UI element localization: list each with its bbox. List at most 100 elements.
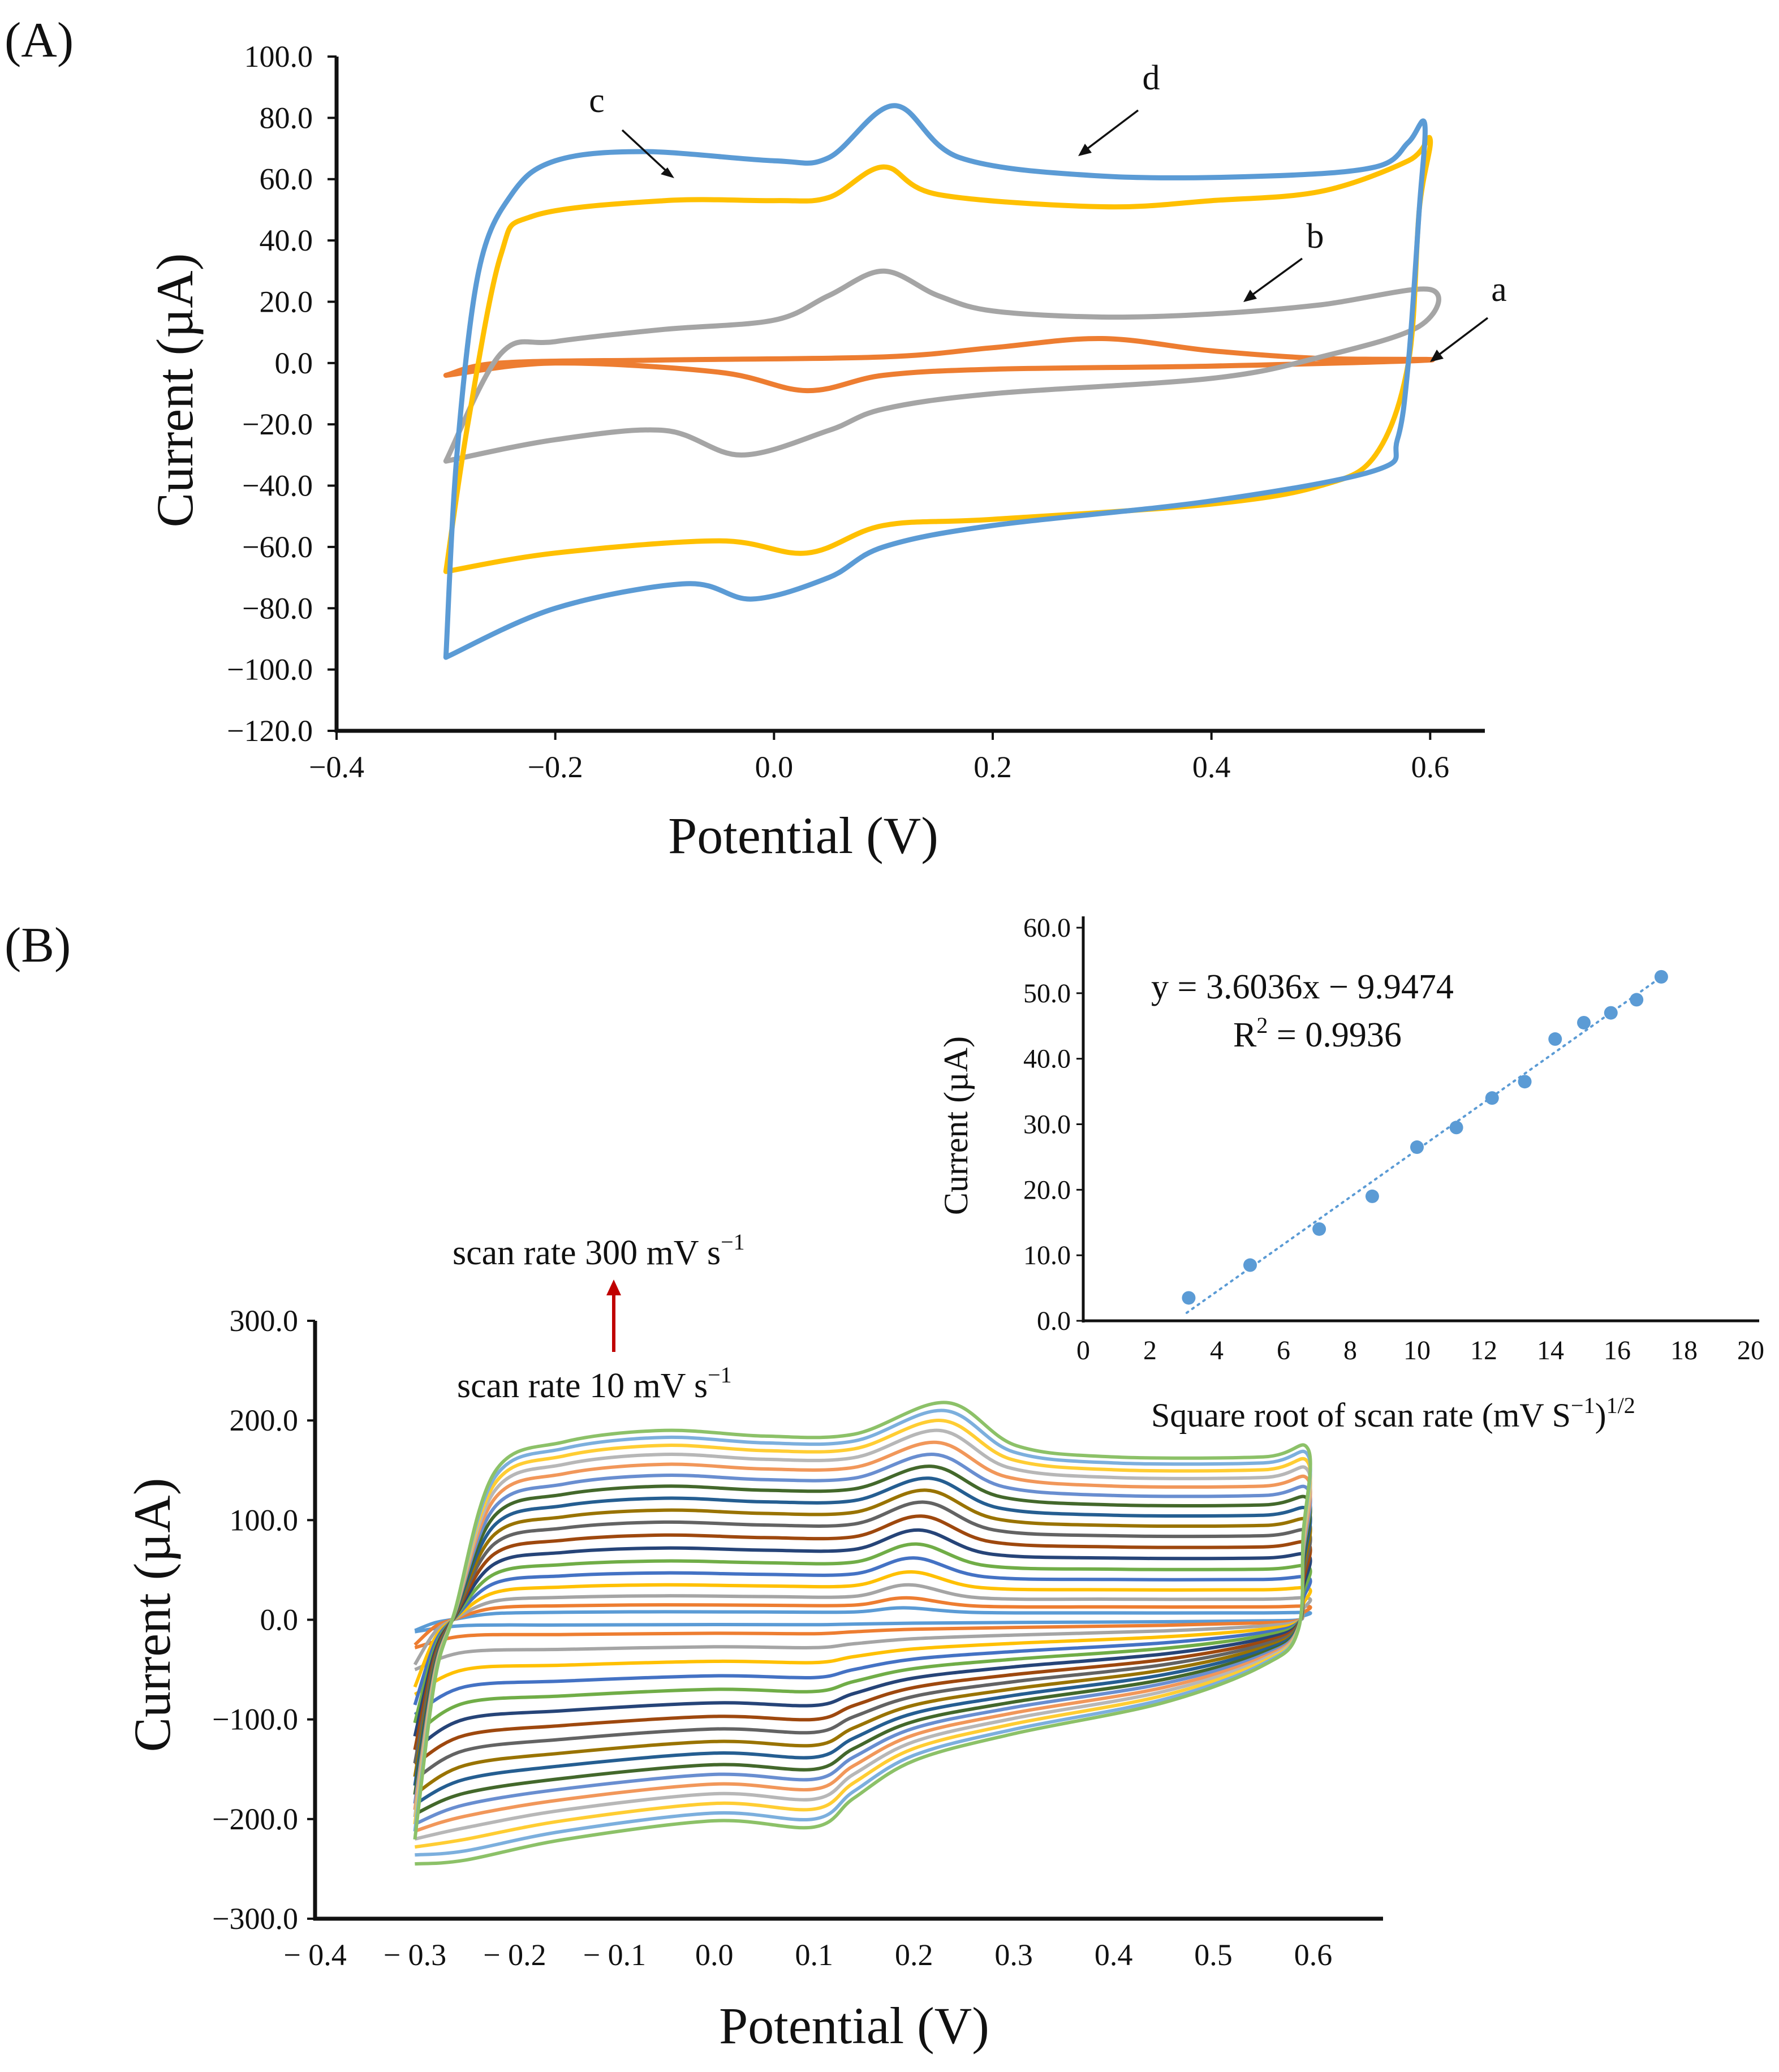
annotation-label-b: b	[1307, 217, 1324, 256]
inset-y-tick-label: 20.0	[1023, 1175, 1071, 1205]
panel-a-x-tick-label: 0.0	[755, 750, 794, 784]
inset-y-tick-label: 30.0	[1023, 1110, 1071, 1140]
panel-b-x-tick-label: 0.2	[895, 1938, 933, 1972]
panel-a-y-tick-label: 20.0	[260, 285, 313, 318]
annotation-arrowhead-b	[1243, 290, 1257, 302]
fit-r-squared: R2 = 0.9936	[1233, 1013, 1402, 1054]
annotation-arrow-c	[621, 129, 670, 174]
panel-a-y-tick-label: −120.0	[227, 714, 313, 748]
inset-x-tick-label: 8	[1343, 1336, 1357, 1365]
panel-a-y-tick-label: 0.0	[275, 346, 313, 380]
scatter-point	[1577, 1015, 1591, 1029]
inset-x-title: Square root of scan rate (mV S−1)1/2	[1151, 1393, 1635, 1434]
scatter-point	[1449, 1121, 1463, 1135]
annotation-label-a: a	[1491, 270, 1507, 309]
scan-rate-curve	[414, 1606, 1312, 1634]
scan-rate-curve	[413, 1440, 1312, 1833]
annotation-arrow-d	[1084, 109, 1139, 152]
panel-b-y-tick-label: −200.0	[212, 1802, 298, 1836]
panel-a-y-tick-label: −80.0	[242, 591, 313, 625]
scan-rate-curve	[413, 1428, 1312, 1841]
panel-a-y-tick-label: −40.0	[242, 469, 313, 503]
inset-y-tick-label: 50.0	[1023, 979, 1071, 1009]
scatter-point	[1654, 970, 1668, 984]
panel-b-y-tick-label: −300.0	[212, 1902, 298, 1936]
inset-x-tick-label: 6	[1277, 1336, 1290, 1365]
panel-a-y-title: Current (µA)	[146, 253, 204, 528]
scan-rate-curve	[413, 1464, 1312, 1816]
panel-a-x-title: Potential (V)	[668, 807, 938, 864]
panel-a-chart: −0.4 −0.2 0.0 0.2 0.4 0.6 100.0 80.0 60.0 40.0 20.…	[146, 40, 1507, 864]
panel-a-x-tick-label: −0.2	[528, 750, 583, 784]
scatter-point	[1604, 1006, 1618, 1020]
panel-b-x-tick-label: 0.1	[795, 1938, 833, 1972]
scan-rate-curve	[413, 1528, 1312, 1751]
panel-a-y-tick-label: −100.0	[227, 653, 313, 687]
panel-b-x-tick-label: − 0.4	[283, 1938, 346, 1972]
panel-b-x-tick-label: 0.3	[994, 1938, 1033, 1972]
panel-b-x-tick-label: − 0.1	[583, 1938, 646, 1972]
scatter-point	[1548, 1032, 1562, 1046]
panel-b-label: (B)	[5, 918, 71, 973]
annotation-arrow-a	[1436, 317, 1489, 357]
inset-x-tick-label: 12	[1470, 1336, 1497, 1365]
panel-a-x-tick-label: 0.2	[974, 750, 1012, 784]
inset-y-tick-label: 40.0	[1023, 1044, 1071, 1074]
panel-b-x-tick-label: 0.0	[695, 1938, 734, 1972]
inset-x-tick-label: 0	[1076, 1336, 1090, 1365]
panel-b-x-tick-label: − 0.2	[483, 1938, 546, 1972]
annotation-arrowhead-c	[661, 167, 674, 178]
inset-y-tick-label: 10.0	[1023, 1240, 1071, 1270]
panel-a-y-tick-label: −20.0	[242, 407, 313, 441]
panel-a-x-tick-label: −0.4	[309, 750, 364, 784]
scan-rate-curve	[413, 1596, 1312, 1649]
scan-rate-curve	[413, 1408, 1312, 1857]
panel-a-y-tick-label: −60.0	[242, 530, 313, 564]
panel-b-x-tick-label: − 0.3	[384, 1938, 446, 1972]
panel-a-x-tick-label: 0.4	[1192, 750, 1231, 784]
panel-a-y-tick-label: 80.0	[260, 101, 313, 135]
annotation-arrowhead-a	[1430, 350, 1444, 362]
annotation-label-d: d	[1143, 59, 1160, 97]
scan-rate-arrowhead	[606, 1280, 621, 1295]
cv-curve-c	[443, 135, 1433, 574]
scan-rate-low-label: scan rate 10 mV s−1	[457, 1362, 732, 1405]
inset-x-tick-label: 2	[1143, 1336, 1157, 1365]
scan-rate-high-label: scan rate 300 mV s−1	[453, 1229, 745, 1272]
inset-y-title: Current (µA)	[937, 1036, 975, 1215]
scatter-point	[1518, 1075, 1532, 1089]
scatter-point	[1312, 1222, 1326, 1236]
scatter-point	[1365, 1189, 1379, 1203]
inset-x-tick-label: 10	[1403, 1336, 1431, 1365]
panel-b-y-tick-label: −100.0	[212, 1703, 298, 1737]
panel-b-y-title: Current (µA)	[123, 1478, 181, 1752]
inset-y-tick-label: 60.0	[1023, 913, 1071, 943]
inset-x-tick-label: 4	[1210, 1336, 1224, 1365]
panel-b-x-tick-label: 0.4	[1095, 1938, 1133, 1972]
cv-curve-b	[443, 268, 1441, 464]
inset-x-tick-label: 18	[1670, 1336, 1698, 1365]
panel-a-y-tick-label: 60.0	[260, 162, 313, 196]
cv-curve-d	[443, 103, 1428, 660]
panel-b-y-tick-label: 300.0	[230, 1304, 299, 1338]
panel-a-y-tick-label: 40.0	[260, 223, 313, 257]
panel-a-y-tick-label: 100.0	[244, 40, 313, 74]
scan-rate-curve	[413, 1401, 1312, 1866]
inset-x-tick-label: 20	[1737, 1336, 1764, 1365]
scatter-point	[1243, 1258, 1257, 1272]
scan-rate-curve	[413, 1476, 1312, 1806]
scatter-point	[1630, 993, 1644, 1007]
panel-b-y-tick-label: 100.0	[230, 1503, 299, 1537]
fit-equation: y = 3.6036x − 9.9474	[1151, 968, 1454, 1006]
panel-a-label: (A)	[5, 13, 74, 68]
inset-y-tick-label: 0.0	[1037, 1306, 1071, 1336]
annotation-arrowhead-d	[1078, 144, 1092, 156]
cv-curve-a	[443, 335, 1435, 394]
scatter-point	[1410, 1140, 1424, 1155]
inset-scatter-chart: 0 2 4 6 8 10 12 14 16 18 20 60.0 50.0 40.0 30.0 20.0 10.…	[937, 913, 1764, 1434]
panel-b-chart: − 0.4 − 0.3 − 0.2 − 0.1 0.0 0.1 0.2 0.3 0.4 0.5 0.…	[123, 1229, 1383, 2054]
inset-x-tick-label: 14	[1537, 1336, 1564, 1365]
panel-b-y-tick-label: 200.0	[230, 1403, 299, 1437]
annotation-arrow-b	[1249, 257, 1303, 298]
